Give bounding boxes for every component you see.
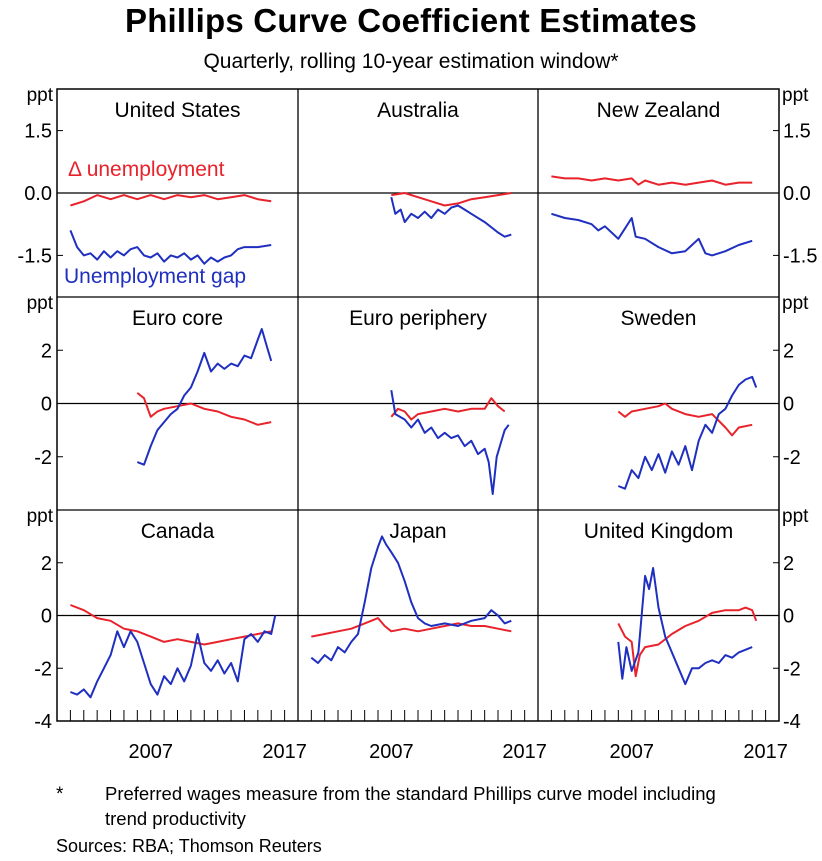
y-tick-label-left: -2 (34, 447, 52, 469)
x-tick-label: 2017 (743, 741, 788, 763)
y-tick-label-right: 2 (783, 340, 794, 362)
x-tick-label: 2007 (128, 741, 173, 763)
panel-title: Canada (141, 520, 215, 543)
unemployment-gap-line (617, 375, 758, 490)
unemployment-change-line (617, 402, 753, 437)
y-unit-label-right: ppt (782, 506, 809, 527)
x-tick-label: 2007 (369, 741, 414, 763)
unemployment-change-line (70, 604, 272, 646)
unemployment-gap-line (390, 196, 512, 238)
footnote-text: Preferred wages measure from the standar… (105, 783, 716, 829)
y-unit-label-right: ppt (782, 85, 809, 106)
y-unit-label-left: ppt (27, 85, 54, 106)
y-tick-label-left: 2 (41, 340, 52, 362)
y-tick-label-left: 1.5 (24, 121, 52, 143)
y-tick-label-left: 0 (41, 606, 52, 628)
panel-title: Euro core (132, 307, 223, 330)
panel-title: New Zealand (597, 99, 721, 122)
series-label-unemployment-gap: Unemployment gap (64, 265, 246, 288)
panel-title: United Kingdom (584, 520, 733, 543)
unemployment-change-line (390, 397, 506, 421)
x-tick-label: 2017 (262, 741, 307, 763)
y-tick-label-right: -1.5 (783, 245, 817, 267)
y-tick-label-left: -2 (34, 658, 52, 680)
y-tick-label-right: -2 (783, 447, 801, 469)
footnote-marker: * (56, 784, 64, 805)
unemployment-gap-line (70, 615, 277, 699)
small-multiples-chart: ppt ppt 1.5 1.5 0.0 0.0 -1.5 -1.5 ppt ppt 2 2 0 0 -2 -2… (18, 85, 818, 763)
y-unit-label-left: ppt (27, 293, 54, 314)
y-tick-label-left: 0.0 (24, 183, 52, 205)
y-unit-label-left: ppt (27, 506, 54, 527)
unemployment-change-line (551, 175, 753, 186)
y-tick-label-right: 1.5 (783, 121, 811, 143)
panel-title: United States (114, 99, 240, 122)
x-tick-label: 2017 (502, 741, 547, 763)
panel-title: Japan (389, 520, 446, 543)
y-tick-label-right: -4 (783, 711, 801, 733)
y-tick-label-left: -4 (34, 711, 52, 733)
panel-title: Sweden (621, 307, 697, 330)
y-tick-label-right: 0 (783, 606, 794, 628)
unemployment-change-line (391, 192, 512, 207)
y-tick-label-left: 0 (41, 394, 52, 416)
y-tick-label-left: -1.5 (18, 245, 52, 267)
unemployment-change-line (617, 606, 758, 678)
sources-note: Sources: RBA; Thomson Reuters (56, 836, 322, 856)
unemployment-gap-line (551, 212, 753, 257)
x-tick-label: 2007 (609, 741, 654, 763)
unemployment-gap-line (390, 390, 510, 495)
y-tick-label-right: 2 (783, 553, 794, 575)
y-unit-label-right: ppt (782, 293, 809, 314)
chart-title: Phillips Curve Coefficient Estimates (124, 2, 698, 39)
y-tick-label-right: -2 (783, 658, 801, 680)
unemployment-gap-line (136, 328, 273, 466)
unemployment-gap-line (617, 567, 753, 686)
y-tick-label-right: 0 (783, 394, 794, 416)
unemployment-gap-line (310, 535, 512, 664)
unemployment-gap-line (69, 230, 272, 265)
y-tick-label-left: 2 (41, 553, 52, 575)
y-tick-label-right: 0.0 (783, 183, 811, 205)
series-label-unemployment-change: Δ unemployment (68, 158, 225, 181)
panel-title: Australia (377, 99, 459, 122)
unemployment-change-line (136, 392, 272, 426)
unemployment-change-line (70, 194, 272, 207)
unemployment-change-line (311, 617, 512, 638)
panel-title: Euro periphery (349, 307, 487, 330)
chart-subtitle: Quarterly, rolling 10-year estimation wi… (203, 50, 619, 73)
